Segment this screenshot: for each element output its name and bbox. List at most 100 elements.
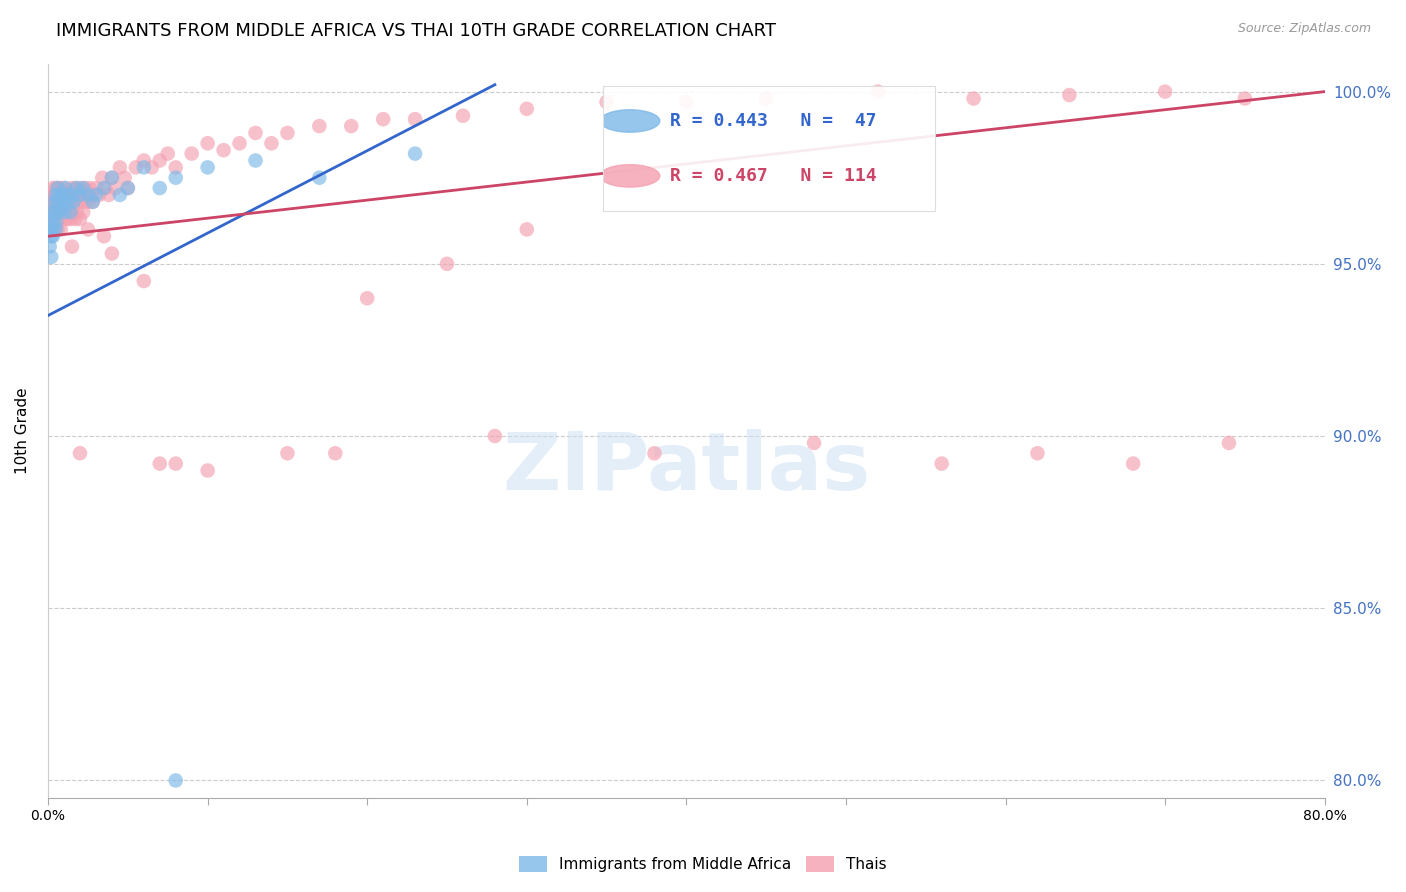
Point [53,194,76,209]
Point [48,205,70,219]
Point [132,161,155,175]
Point [55,188,77,202]
Point [484,429,506,443]
Point [58,194,80,209]
Point [165,170,187,185]
Point [49,222,72,236]
Point [45,222,67,236]
Point [39,188,62,202]
Point [44,188,66,202]
Point [436,257,458,271]
Point [55,205,77,219]
Point [93,229,115,244]
Point [108,188,131,202]
Point [38,222,60,236]
Point [340,119,363,133]
Point [245,126,267,140]
Point [87,188,110,202]
Point [675,95,697,109]
Point [63,181,86,195]
Point [55,181,77,195]
Text: IMMIGRANTS FROM MIDDLE AFRICA VS THAI 10TH GRADE CORRELATION CHART: IMMIGRANTS FROM MIDDLE AFRICA VS THAI 10… [56,22,776,40]
Point [117,181,139,195]
Point [643,446,665,460]
Point [803,436,825,450]
Point [38,194,60,209]
Point [77,194,100,209]
Point [66,188,89,202]
Point [165,457,187,471]
Point [56,212,79,227]
Point [132,274,155,288]
Point [59,194,82,209]
Point [962,91,984,105]
Point [228,136,250,151]
Point [44,194,66,209]
Point [62,194,84,209]
Point [72,194,94,209]
Point [53,212,76,227]
Point [59,205,82,219]
Point [69,446,91,460]
Point [73,181,96,195]
Point [101,170,124,185]
Point [49,194,72,209]
Point [1026,446,1049,460]
Point [101,170,124,185]
Point [45,181,67,195]
Point [516,102,538,116]
Point [82,194,104,209]
Point [165,773,187,788]
Point [91,170,114,185]
Point [48,188,70,202]
Point [51,188,73,202]
Point [84,181,107,195]
Point [114,170,136,185]
Point [197,136,219,151]
Point [38,215,60,229]
Point [44,205,66,219]
Point [72,181,94,195]
Point [49,181,72,195]
Point [44,205,66,219]
Point [77,222,100,236]
Point [141,161,163,175]
Point [53,181,76,195]
Point [84,188,107,202]
Point [46,194,69,209]
Point [38,239,60,253]
Point [45,194,67,209]
Point [49,202,72,216]
Point [93,181,115,195]
Point [149,153,172,168]
Point [1233,91,1256,105]
Point [197,161,219,175]
Point [42,181,65,195]
Point [39,205,62,219]
Point [1122,457,1144,471]
Point [1218,436,1240,450]
Point [308,170,330,185]
Point [931,457,953,471]
Point [56,194,79,209]
Text: Source: ZipAtlas.com: Source: ZipAtlas.com [1237,22,1371,36]
Point [39,215,62,229]
Point [63,212,86,227]
Point [323,446,346,460]
Point [39,205,62,219]
Point [62,194,84,209]
Point [48,188,70,202]
Point [66,205,89,219]
Point [755,91,778,105]
Point [39,229,62,244]
Point [67,194,90,209]
Point [44,222,66,236]
Point [51,205,73,219]
Point [62,188,84,202]
Point [212,143,235,157]
Point [97,188,120,202]
Point [39,250,62,264]
Point [595,95,617,109]
Point [260,136,283,151]
Point [51,188,73,202]
